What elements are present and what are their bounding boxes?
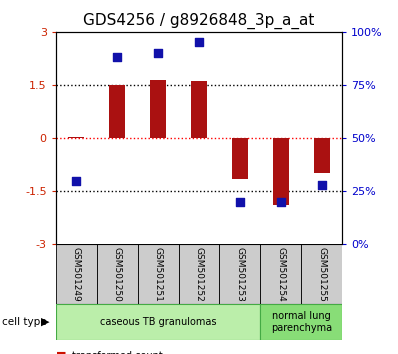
Bar <box>68 137 84 138</box>
Bar <box>109 85 125 138</box>
Text: transformed count: transformed count <box>72 351 162 354</box>
Bar <box>260 304 342 340</box>
Text: GSM501252: GSM501252 <box>195 247 203 302</box>
Bar <box>97 244 138 304</box>
Bar <box>219 244 260 304</box>
Bar <box>314 138 330 173</box>
Bar <box>56 304 260 340</box>
Text: GSM501255: GSM501255 <box>317 247 326 302</box>
Bar <box>138 244 179 304</box>
Point <box>237 199 243 205</box>
Point <box>196 40 202 45</box>
Text: GSM501250: GSM501250 <box>113 247 122 302</box>
Point <box>155 50 161 56</box>
Bar <box>150 80 166 138</box>
Bar <box>191 81 207 138</box>
Bar <box>56 244 97 304</box>
Point <box>278 199 284 205</box>
Text: GSM501253: GSM501253 <box>236 247 244 302</box>
Point <box>319 182 325 188</box>
Bar <box>179 244 219 304</box>
Bar <box>260 244 301 304</box>
Text: GSM501254: GSM501254 <box>276 247 285 302</box>
Text: GSM501251: GSM501251 <box>154 247 162 302</box>
Bar <box>232 138 248 179</box>
Text: ▶: ▶ <box>41 317 50 327</box>
Bar <box>301 244 342 304</box>
Point <box>114 55 120 60</box>
Text: ■: ■ <box>56 351 66 354</box>
Bar <box>273 138 289 205</box>
Text: normal lung
parenchyma: normal lung parenchyma <box>271 311 332 333</box>
Text: caseous TB granulomas: caseous TB granulomas <box>100 317 216 327</box>
Text: GSM501249: GSM501249 <box>72 247 81 302</box>
Title: GDS4256 / g8926848_3p_a_at: GDS4256 / g8926848_3p_a_at <box>83 13 315 29</box>
Text: cell type: cell type <box>2 317 47 327</box>
Point <box>73 178 79 183</box>
